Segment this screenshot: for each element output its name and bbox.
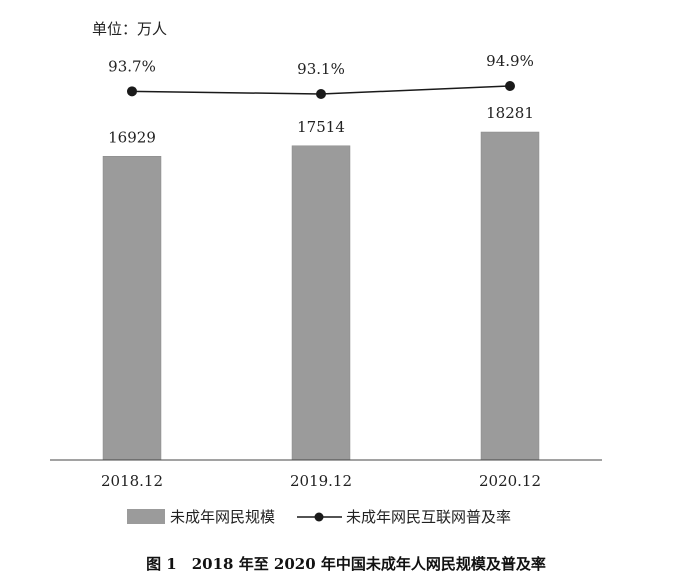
- rate-value-label: 93.7%: [108, 57, 156, 75]
- x-tick-label: 2020.12: [479, 472, 541, 490]
- bar-2018.12: [102, 156, 162, 461]
- x-tick-label: 2018.12: [101, 472, 163, 490]
- legend-line-marker: [314, 512, 324, 522]
- rate-value-label: 93.1%: [297, 60, 345, 78]
- bar-value-label: 17514: [297, 118, 345, 136]
- x-tick-label: 2019.12: [290, 472, 352, 490]
- rate-labels-layer: 93.7% 93.1% 94.9%: [108, 52, 534, 78]
- rate-point-2018.12: [127, 86, 137, 97]
- figure-caption: 图 1 2018 年至 2020 年中国未成年人网民规模及普及率: [146, 555, 546, 573]
- legend-bar-swatch: [127, 509, 165, 524]
- rate-line-layer: [127, 81, 515, 99]
- bar-2020.12: [480, 131, 540, 461]
- bars-layer: [102, 131, 540, 461]
- legend-line-label: 未成年网民互联网普及率: [346, 508, 511, 526]
- bar-value-label: 16929: [108, 128, 156, 146]
- rate-value-label: 94.9%: [486, 52, 534, 70]
- bar-labels-layer: 16929 17514 18281: [108, 104, 534, 146]
- unit-label: 单位：万人: [92, 20, 167, 38]
- bar-2019.12: [291, 145, 351, 461]
- rate-point-2020.12: [505, 81, 515, 91]
- bar-value-label: 18281: [486, 104, 534, 122]
- legend: 未成年网民规模 未成年网民互联网普及率: [127, 508, 511, 526]
- x-tick-labels: 2018.12 2019.12 2020.12: [101, 472, 541, 490]
- rate-point-2019.12: [316, 89, 326, 99]
- legend-bar-label: 未成年网民规模: [170, 508, 275, 526]
